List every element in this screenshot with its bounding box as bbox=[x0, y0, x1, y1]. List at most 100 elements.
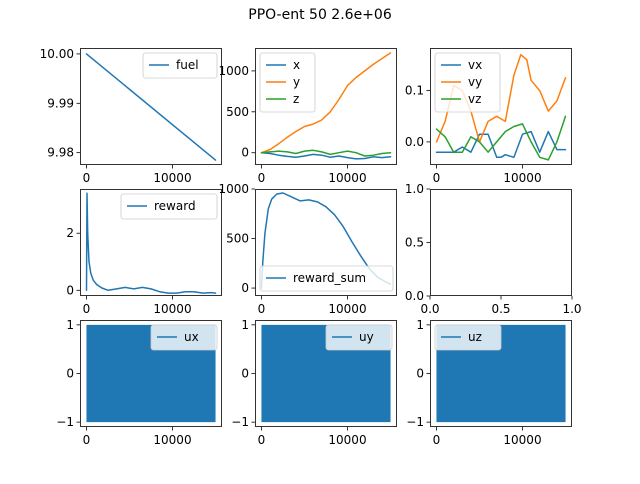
position-legend: xyz bbox=[259, 52, 316, 113]
ux-ytick-label: 0 bbox=[66, 367, 74, 381]
position-legend-box bbox=[259, 52, 316, 113]
subplot-velocity: 0 10000 0.0 0.1 vx vy vz bbox=[405, 48, 572, 185]
position-xtick-label: 0 bbox=[258, 171, 266, 185]
legend-vy-label: vy bbox=[468, 75, 482, 89]
fuel-plot-area bbox=[85, 53, 217, 161]
velocity-legend-box bbox=[434, 52, 501, 113]
reward-ytick-label: 0 bbox=[66, 283, 74, 297]
reward-plot-area bbox=[85, 192, 217, 294]
uy-ytick-label: 0 bbox=[241, 367, 249, 381]
fuel-xtick-label: 0 bbox=[83, 171, 91, 185]
legend-x-label: x bbox=[293, 58, 300, 72]
fuel-xtick-label: 10000 bbox=[153, 171, 191, 185]
reward_sum-legend-box bbox=[259, 265, 394, 292]
ux-xtick-label: 10000 bbox=[153, 433, 191, 447]
legend-z-label: z bbox=[293, 92, 299, 106]
legend-vx-label: vx bbox=[468, 58, 482, 72]
reward-legend: reward bbox=[120, 193, 218, 220]
uy-axes-frame bbox=[255, 320, 397, 427]
velocity-xtick-label: 10000 bbox=[503, 171, 541, 185]
uz-ytick-label: 1 bbox=[416, 318, 424, 332]
fuel-legend-box bbox=[142, 52, 218, 79]
reward-ytick-label: 2 bbox=[66, 226, 74, 240]
reward-xtick-label: 10000 bbox=[153, 302, 191, 316]
reward_sum-xtick-label: 0 bbox=[258, 302, 266, 316]
ux-xtick-label: 0 bbox=[83, 433, 91, 447]
reward_sum-legend: reward_sum bbox=[259, 265, 394, 292]
series-fuel-line bbox=[85, 53, 217, 161]
series-y-line bbox=[260, 52, 392, 154]
reward_sum-ytick-label: 1000 bbox=[218, 182, 249, 196]
uz-ytick-label: −1 bbox=[406, 415, 424, 429]
uz-axes-frame bbox=[430, 320, 572, 427]
fuel-ytick-label: 9.98 bbox=[47, 146, 74, 160]
position-xtick-label: 10000 bbox=[328, 171, 366, 185]
reward_sum-ytick-label: 500 bbox=[226, 232, 249, 246]
legend-y-label: y bbox=[293, 75, 300, 89]
velocity-xtick-label: 0 bbox=[433, 171, 441, 185]
legend-ux-label: ux bbox=[184, 330, 199, 344]
subplot-position: 0 10000 0 500 1000 xyz bbox=[218, 48, 397, 185]
uz-xtick-label: 0 bbox=[433, 433, 441, 447]
fuel-legend: fuel bbox=[142, 52, 218, 79]
legend-fuel-label: fuel bbox=[176, 58, 199, 72]
uz-legend: uz bbox=[434, 324, 502, 351]
ux-ytick-label: −1 bbox=[56, 415, 74, 429]
empty-xtick-label: 1.0 bbox=[562, 302, 581, 316]
subplot-reward: 0 10000 0 2 reward bbox=[66, 189, 222, 316]
uy-xtick-label: 0 bbox=[258, 433, 266, 447]
series-reward-line bbox=[85, 192, 217, 294]
subplot-fuel: 0 10000 9.98 9.99 10.00 fuel bbox=[40, 47, 222, 185]
uz-ytick-label: 0 bbox=[416, 367, 424, 381]
velocity-ytick-label: 0.0 bbox=[405, 135, 424, 149]
uy-ytick-label: 1 bbox=[241, 318, 249, 332]
fuel-ytick-label: 10.00 bbox=[40, 47, 74, 61]
fuel-ytick-label: 9.99 bbox=[47, 96, 74, 110]
empty-axes-frame bbox=[430, 189, 572, 296]
position-ytick-label: 0 bbox=[241, 146, 249, 160]
position-ytick-label: 1000 bbox=[218, 64, 249, 78]
subplot-ux: 0 10000 −1 0 1 ux bbox=[56, 318, 222, 447]
legend-uz-label: uz bbox=[468, 330, 482, 344]
subplot-uz: 0 10000 −1 0 1 uz bbox=[406, 318, 572, 447]
uz-legend-box bbox=[434, 324, 502, 351]
ux-ytick-label: 1 bbox=[66, 318, 74, 332]
series-vx-line bbox=[435, 130, 567, 159]
position-ytick-label: 500 bbox=[226, 105, 249, 119]
position-axes-frame bbox=[255, 48, 397, 165]
empty-xtick-label: 0.5 bbox=[491, 302, 510, 316]
empty-xtick-label: 0.0 bbox=[420, 302, 439, 316]
reward_sum-ytick-label: 0 bbox=[241, 281, 249, 295]
ux-legend: ux bbox=[150, 324, 218, 351]
uy-xtick-label: 10000 bbox=[328, 433, 366, 447]
uy-legend-box bbox=[325, 324, 393, 351]
reward-xtick-label: 0 bbox=[83, 302, 91, 316]
velocity-legend: vx vy vz bbox=[434, 52, 501, 113]
empty-ytick-label: 1.0 bbox=[405, 182, 424, 196]
position-plot-area bbox=[260, 52, 392, 160]
reward-legend-box bbox=[120, 193, 218, 220]
legend-vz-label: vz bbox=[468, 92, 481, 106]
empty-ytick-label: 0.0 bbox=[405, 289, 424, 303]
legend-uy-label: uy bbox=[359, 330, 374, 344]
legend-reward-label: reward bbox=[154, 199, 196, 213]
fuel-axes-frame bbox=[80, 48, 222, 165]
series-x-line bbox=[260, 151, 392, 160]
ux-axes-frame bbox=[80, 320, 222, 427]
ux-legend-box bbox=[150, 324, 218, 351]
legend-reward_sum-label: reward_sum bbox=[293, 271, 366, 285]
series-vz-line bbox=[435, 115, 567, 161]
subplot-uy: 0 10000 −1 0 1 uy bbox=[231, 318, 397, 447]
uz-xtick-label: 10000 bbox=[503, 433, 541, 447]
empty-ytick-label: 0.5 bbox=[405, 236, 424, 250]
reward_sum-axes-frame bbox=[255, 189, 397, 296]
uy-legend: uy bbox=[325, 324, 393, 351]
reward-axes-frame bbox=[80, 189, 222, 296]
subplot-reward_sum: 0 10000 0 500 1000 reward_sum bbox=[218, 182, 397, 316]
figure-title: PPO-ent 50 2.6e+06 bbox=[248, 7, 392, 23]
subplot-empty: 0.0 0.5 1.0 0.0 0.5 1.0 bbox=[405, 182, 582, 316]
reward_sum-xtick-label: 10000 bbox=[328, 302, 366, 316]
velocity-ytick-label: 0.1 bbox=[405, 84, 424, 98]
